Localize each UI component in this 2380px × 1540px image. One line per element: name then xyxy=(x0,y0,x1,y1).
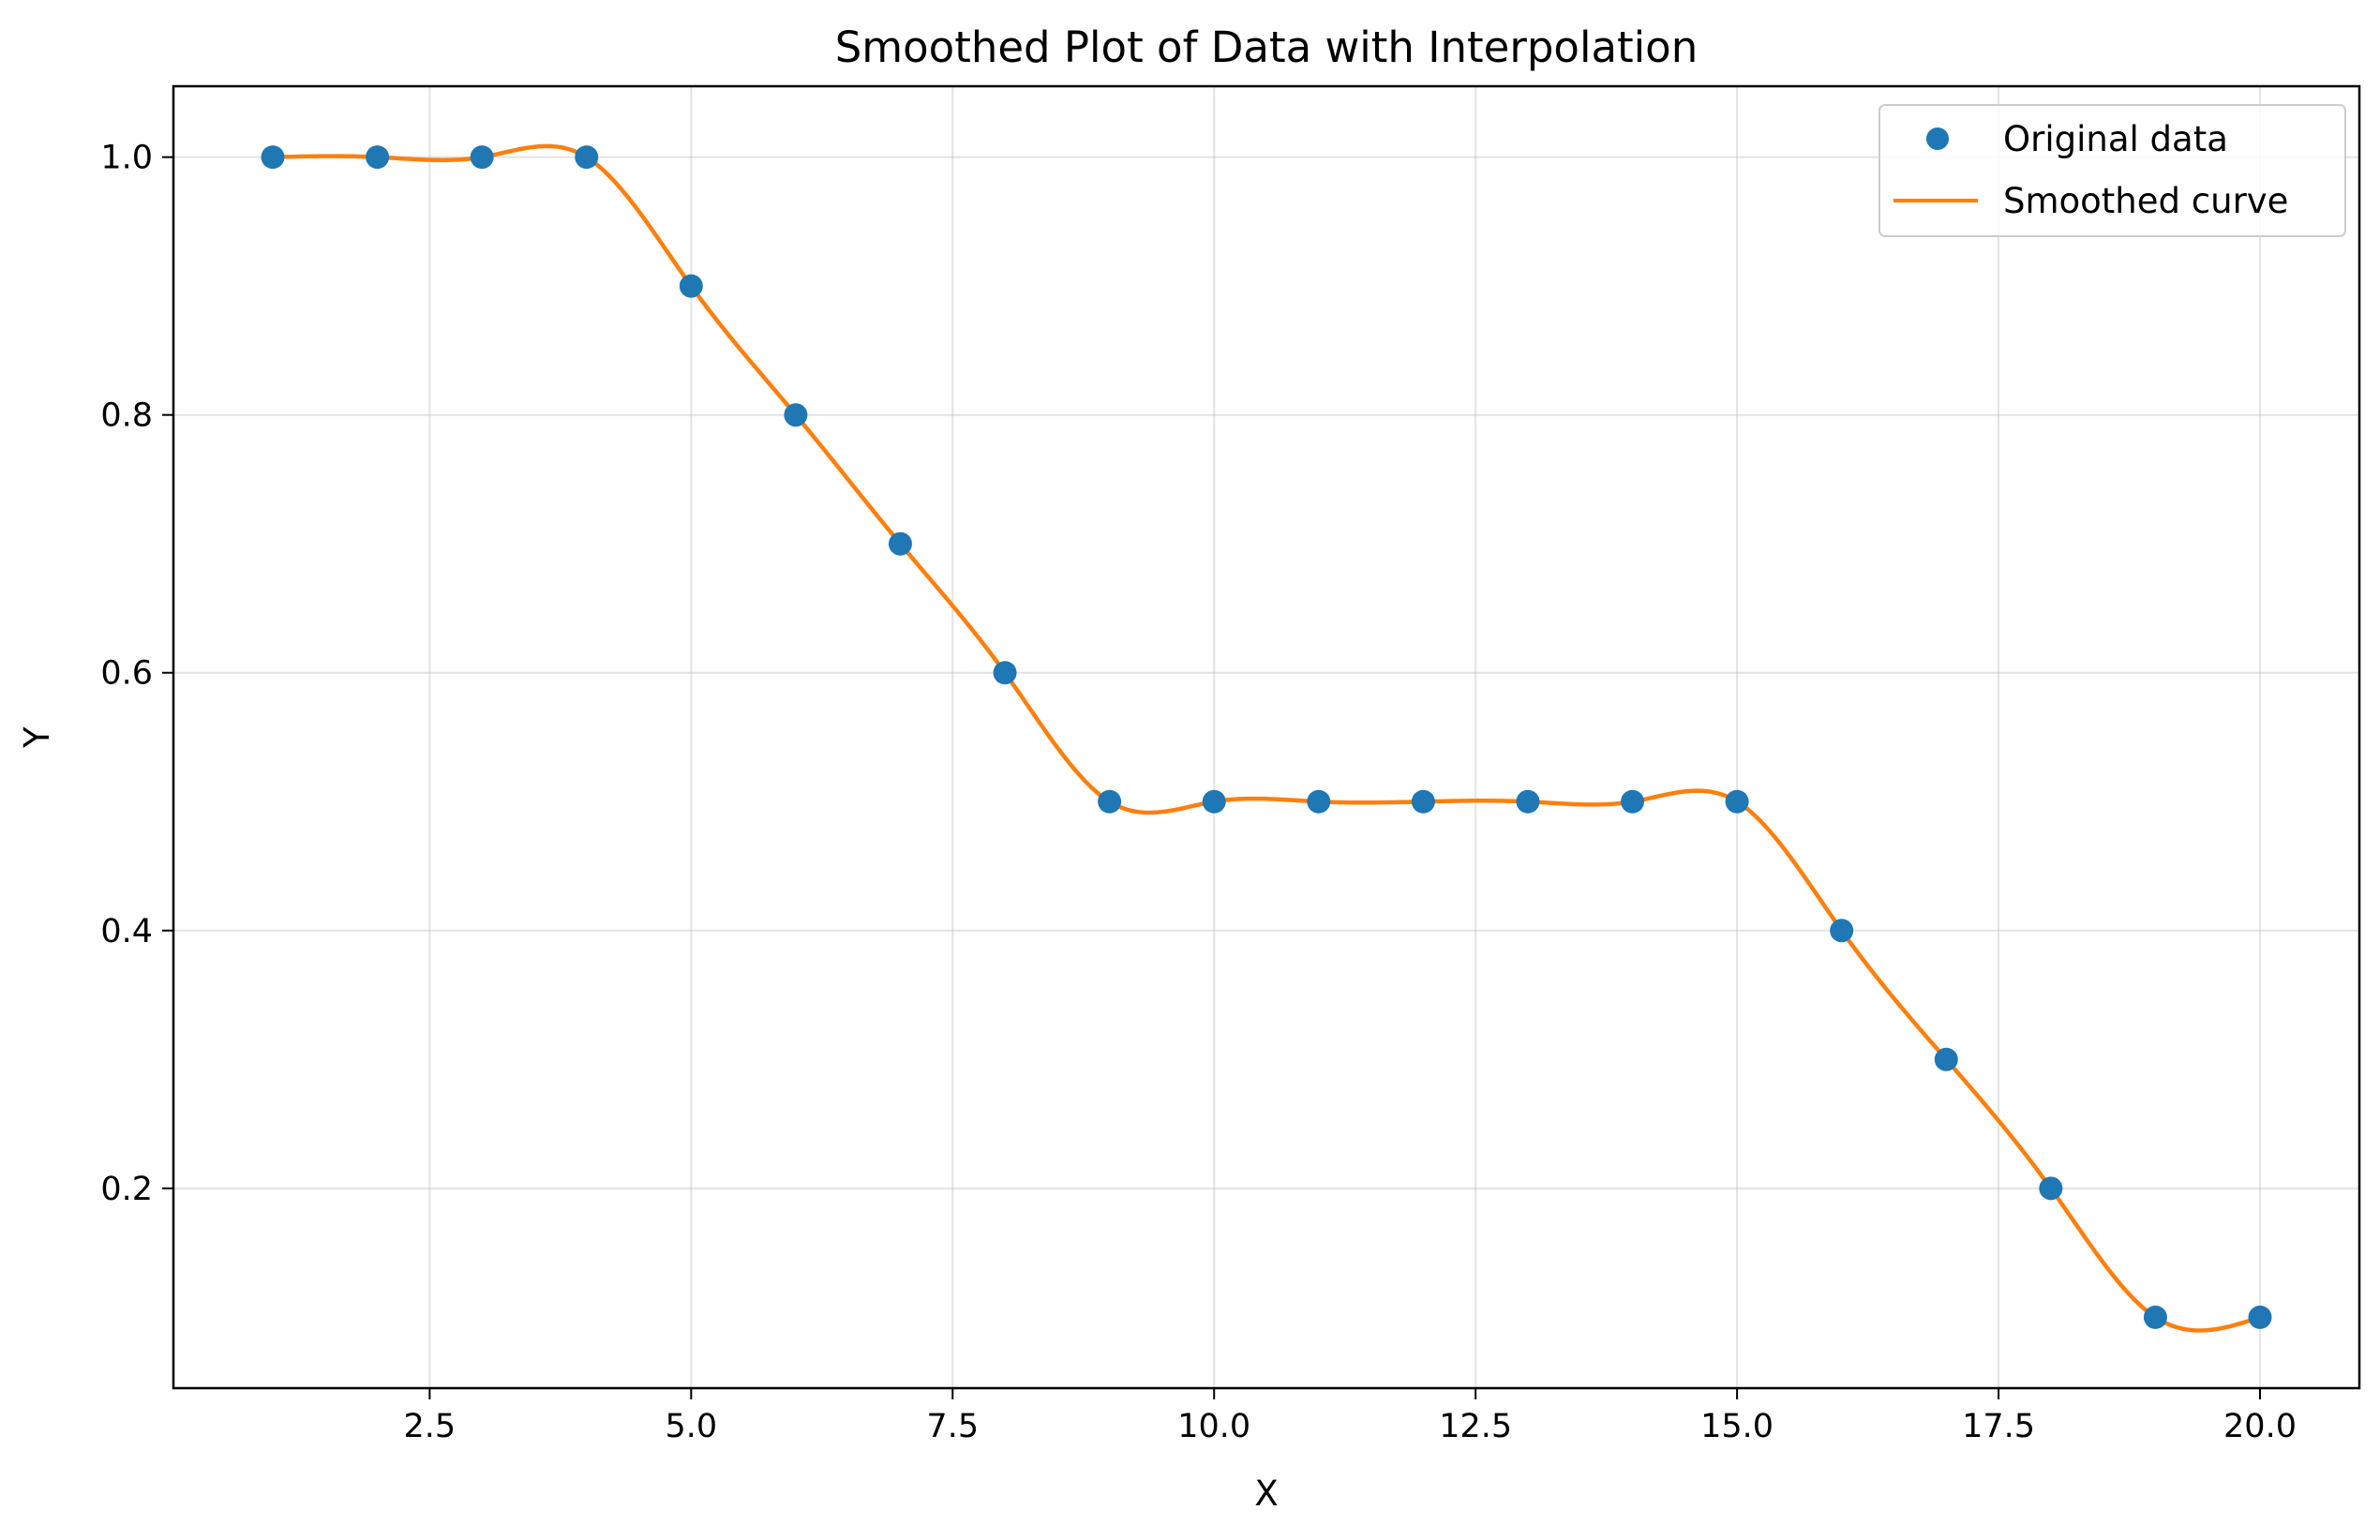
legend-marker-original-data xyxy=(1926,127,1949,150)
y-tick-label: 0.8 xyxy=(100,397,153,435)
smoothed-curve-line xyxy=(272,143,2261,1333)
curve-layer xyxy=(272,143,2261,1333)
legend-label-original-data: Original data xyxy=(2003,119,2228,159)
x-tick-label: 7.5 xyxy=(926,1408,979,1445)
data-point xyxy=(470,145,494,170)
x-tick-label: 15.0 xyxy=(1700,1408,1774,1445)
plot-frame xyxy=(172,84,2361,1390)
x-tick-label: 17.5 xyxy=(1962,1408,2035,1445)
data-point xyxy=(1411,789,1435,814)
legend: Original data Smoothed curve xyxy=(1879,104,2346,237)
data-point xyxy=(888,531,912,556)
data-point xyxy=(784,403,808,427)
x-tick-label: 2.5 xyxy=(404,1408,457,1445)
data-point xyxy=(1830,919,1854,943)
data-point xyxy=(1098,789,1122,814)
data-point xyxy=(261,145,285,170)
data-point xyxy=(993,661,1017,685)
x-tick-label: 5.0 xyxy=(665,1408,717,1445)
y-axis-ticks: 0.2 0.4 0.6 0.8 1.0 xyxy=(100,140,173,1208)
chart-title: Smoothed Plot of Data with Interpolation xyxy=(835,22,1699,72)
data-point xyxy=(1516,789,1540,814)
legend-box xyxy=(1879,104,2346,237)
data-point xyxy=(575,145,599,170)
data-point xyxy=(2143,1305,2167,1329)
data-point xyxy=(2248,1305,2272,1329)
y-axis-label: Y xyxy=(17,726,57,749)
y-tick-label: 0.4 xyxy=(100,913,153,950)
grid xyxy=(173,86,2359,1388)
data-point xyxy=(1725,789,1749,814)
x-tick-label: 10.0 xyxy=(1177,1408,1250,1445)
x-tick-label: 20.0 xyxy=(2223,1408,2297,1445)
data-point xyxy=(2039,1176,2063,1201)
data-point xyxy=(1202,789,1226,814)
points-layer xyxy=(261,145,2272,1329)
data-point xyxy=(1621,789,1645,814)
data-point xyxy=(1934,1047,1958,1071)
x-axis-label: X xyxy=(1254,1473,1278,1514)
y-tick-label: 0.2 xyxy=(100,1171,153,1208)
data-point xyxy=(1307,789,1331,814)
y-tick-label: 0.6 xyxy=(100,655,153,693)
legend-label-smoothed-curve: Smoothed curve xyxy=(2003,181,2288,221)
x-tick-label: 12.5 xyxy=(1439,1408,1512,1445)
data-point xyxy=(679,274,703,298)
data-point xyxy=(366,145,390,170)
y-tick-label: 1.0 xyxy=(100,140,153,177)
x-axis-ticks: 2.5 5.0 7.5 10.0 12.5 15.0 17.5 20.0 xyxy=(404,1388,2297,1445)
